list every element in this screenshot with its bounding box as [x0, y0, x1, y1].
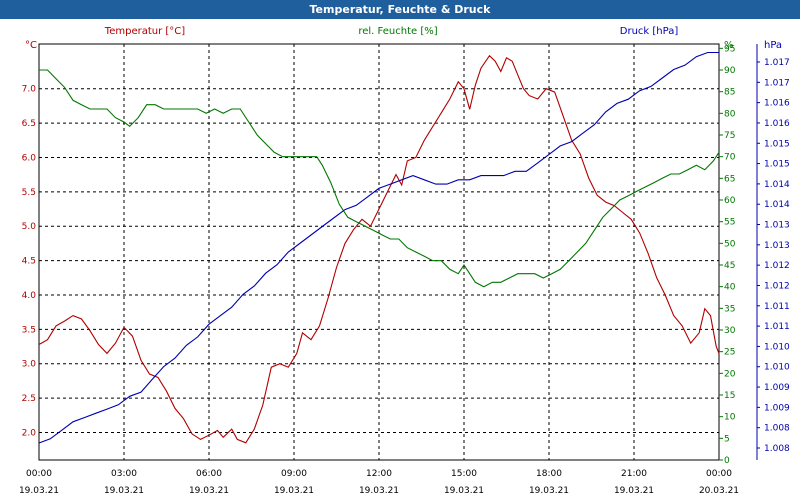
- temperature-tick: 4.5: [22, 257, 36, 267]
- humidity-tick: 25: [724, 348, 735, 358]
- pressure-tick: 1.013: [764, 221, 790, 231]
- x-tick-date: 19.03.21: [19, 486, 59, 496]
- x-tick-date: 19.03.21: [189, 486, 229, 496]
- left-axis-unit: °C: [25, 40, 37, 51]
- temperature-series-line: [38, 54, 720, 444]
- pressure-tick: 1.009: [764, 403, 790, 413]
- pressure-ticks: 1.008 1.008 1.009 1.009 1.010 1.010 1.011 1.011…: [756, 44, 790, 460]
- humidity-tick: 35: [724, 304, 735, 314]
- pressure-axis-unit: hPa: [764, 40, 782, 51]
- x-tick-date: 19.03.21: [529, 486, 569, 496]
- x-tick-time: 09:00: [281, 469, 307, 479]
- temperature-tick: 5.5: [22, 188, 36, 198]
- x-tick-date: 19.03.21: [614, 486, 654, 496]
- x-tick-time: 00:00: [706, 469, 732, 479]
- pressure-axis-label: Druck [hPa]: [620, 26, 679, 37]
- pressure-tick: 1.013: [764, 241, 790, 251]
- temperature-tick: 3.0: [22, 360, 37, 370]
- grid-lines: [39, 44, 719, 460]
- humidity-tick: 60: [724, 196, 736, 206]
- x-tick-time: 21:00: [621, 469, 647, 479]
- window-title: Temperatur, Feuchte & Druck: [309, 3, 491, 16]
- pressure-tick: 1.012: [764, 261, 790, 271]
- pressure-tick: 1.010: [764, 342, 790, 352]
- temperature-tick: 6.0: [22, 153, 37, 163]
- humidity-tick: 80: [724, 109, 736, 119]
- humidity-tick: 40: [724, 283, 736, 293]
- pressure-tick: 1.016: [764, 119, 790, 129]
- temperature-tick: 2.0: [22, 428, 37, 438]
- temperature-tick: 7.0: [22, 85, 37, 95]
- humidity-tick: 15: [724, 391, 735, 401]
- x-tick-time: 18:00: [536, 469, 562, 479]
- humidity-tick: 10: [724, 413, 736, 423]
- humidity-tick: 65: [724, 174, 735, 184]
- x-tick-date: 19.03.21: [359, 486, 399, 496]
- humidity-axis-label: rel. Feuchte [%]: [358, 26, 437, 37]
- pressure-tick: 1.015: [764, 160, 790, 170]
- pressure-tick: 1.014: [764, 180, 790, 190]
- pressure-tick: 1.015: [764, 139, 790, 149]
- x-tick-date: 20.03.21: [699, 486, 739, 496]
- humidity-tick: 50: [724, 239, 736, 249]
- x-tick-time: 12:00: [366, 469, 392, 479]
- humidity-tick: 20: [724, 369, 736, 379]
- pressure-tick: 1.017: [764, 78, 790, 88]
- humidity-axis-unit: %: [724, 40, 734, 51]
- pressure-tick: 1.011: [764, 322, 790, 332]
- pressure-tick: 1.009: [764, 383, 790, 393]
- humidity-tick: 90: [724, 66, 736, 76]
- humidity-tick: 0: [724, 456, 730, 466]
- humidity-tick: 5: [724, 434, 730, 444]
- x-tick-date: 19.03.21: [104, 486, 144, 496]
- humidity-tick: 30: [724, 326, 736, 336]
- pressure-tick: 1.017: [764, 58, 790, 68]
- humidity-tick: 75: [724, 131, 735, 141]
- temperature-tick: 6.5: [22, 119, 36, 129]
- pressure-tick: 1.008: [764, 444, 790, 454]
- time-ticks: 00:00 19.03.21 03:00 19.03.21 06:00 19.03.21 0…: [19, 469, 739, 496]
- pressure-tick: 1.011: [764, 302, 790, 312]
- pressure-series-line: [38, 51, 719, 444]
- pressure-tick: 1.014: [764, 200, 790, 210]
- pressure-tick: 1.010: [764, 363, 790, 373]
- humidity-tick: 95: [724, 44, 735, 54]
- x-tick-date: 19.03.21: [444, 486, 484, 496]
- pressure-tick: 1.012: [764, 281, 790, 291]
- plot-area: [38, 43, 720, 461]
- window-title-bar: Temperatur, Feuchte & Druck: [0, 0, 800, 19]
- humidity-tick: 45: [724, 261, 735, 271]
- x-tick-date: 19.03.21: [274, 486, 314, 496]
- x-tick-time: 00:00: [26, 469, 52, 479]
- humidity-tick: 70: [724, 153, 736, 163]
- humidity-ticks: 0 5 10 15 20 25 30 35 40 45 50 55 60 65 70 75 80 85 90 95: [719, 44, 736, 466]
- temperature-ticks: 2.0 2.5 3.0 3.5 4.0 4.5 5.0 5.5 6.0 6.5 7.0: [22, 85, 37, 439]
- temperature-axis-label: Temperatur [°C]: [104, 26, 185, 37]
- temperature-tick: 2.5: [22, 394, 36, 404]
- humidity-tick: 85: [724, 88, 735, 98]
- x-tick-time: 06:00: [196, 469, 222, 479]
- humidity-series-line: [39, 69, 720, 288]
- x-tick-time: 15:00: [451, 469, 477, 479]
- pressure-tick: 1.008: [764, 424, 790, 434]
- series-lines: [38, 51, 720, 444]
- temperature-tick: 5.0: [22, 222, 37, 232]
- temperature-tick: 3.5: [22, 325, 36, 335]
- temperature-tick: 4.0: [22, 291, 37, 301]
- pressure-tick: 1.016: [764, 99, 790, 109]
- x-tick-time: 03:00: [111, 469, 137, 479]
- humidity-tick: 55: [724, 218, 735, 228]
